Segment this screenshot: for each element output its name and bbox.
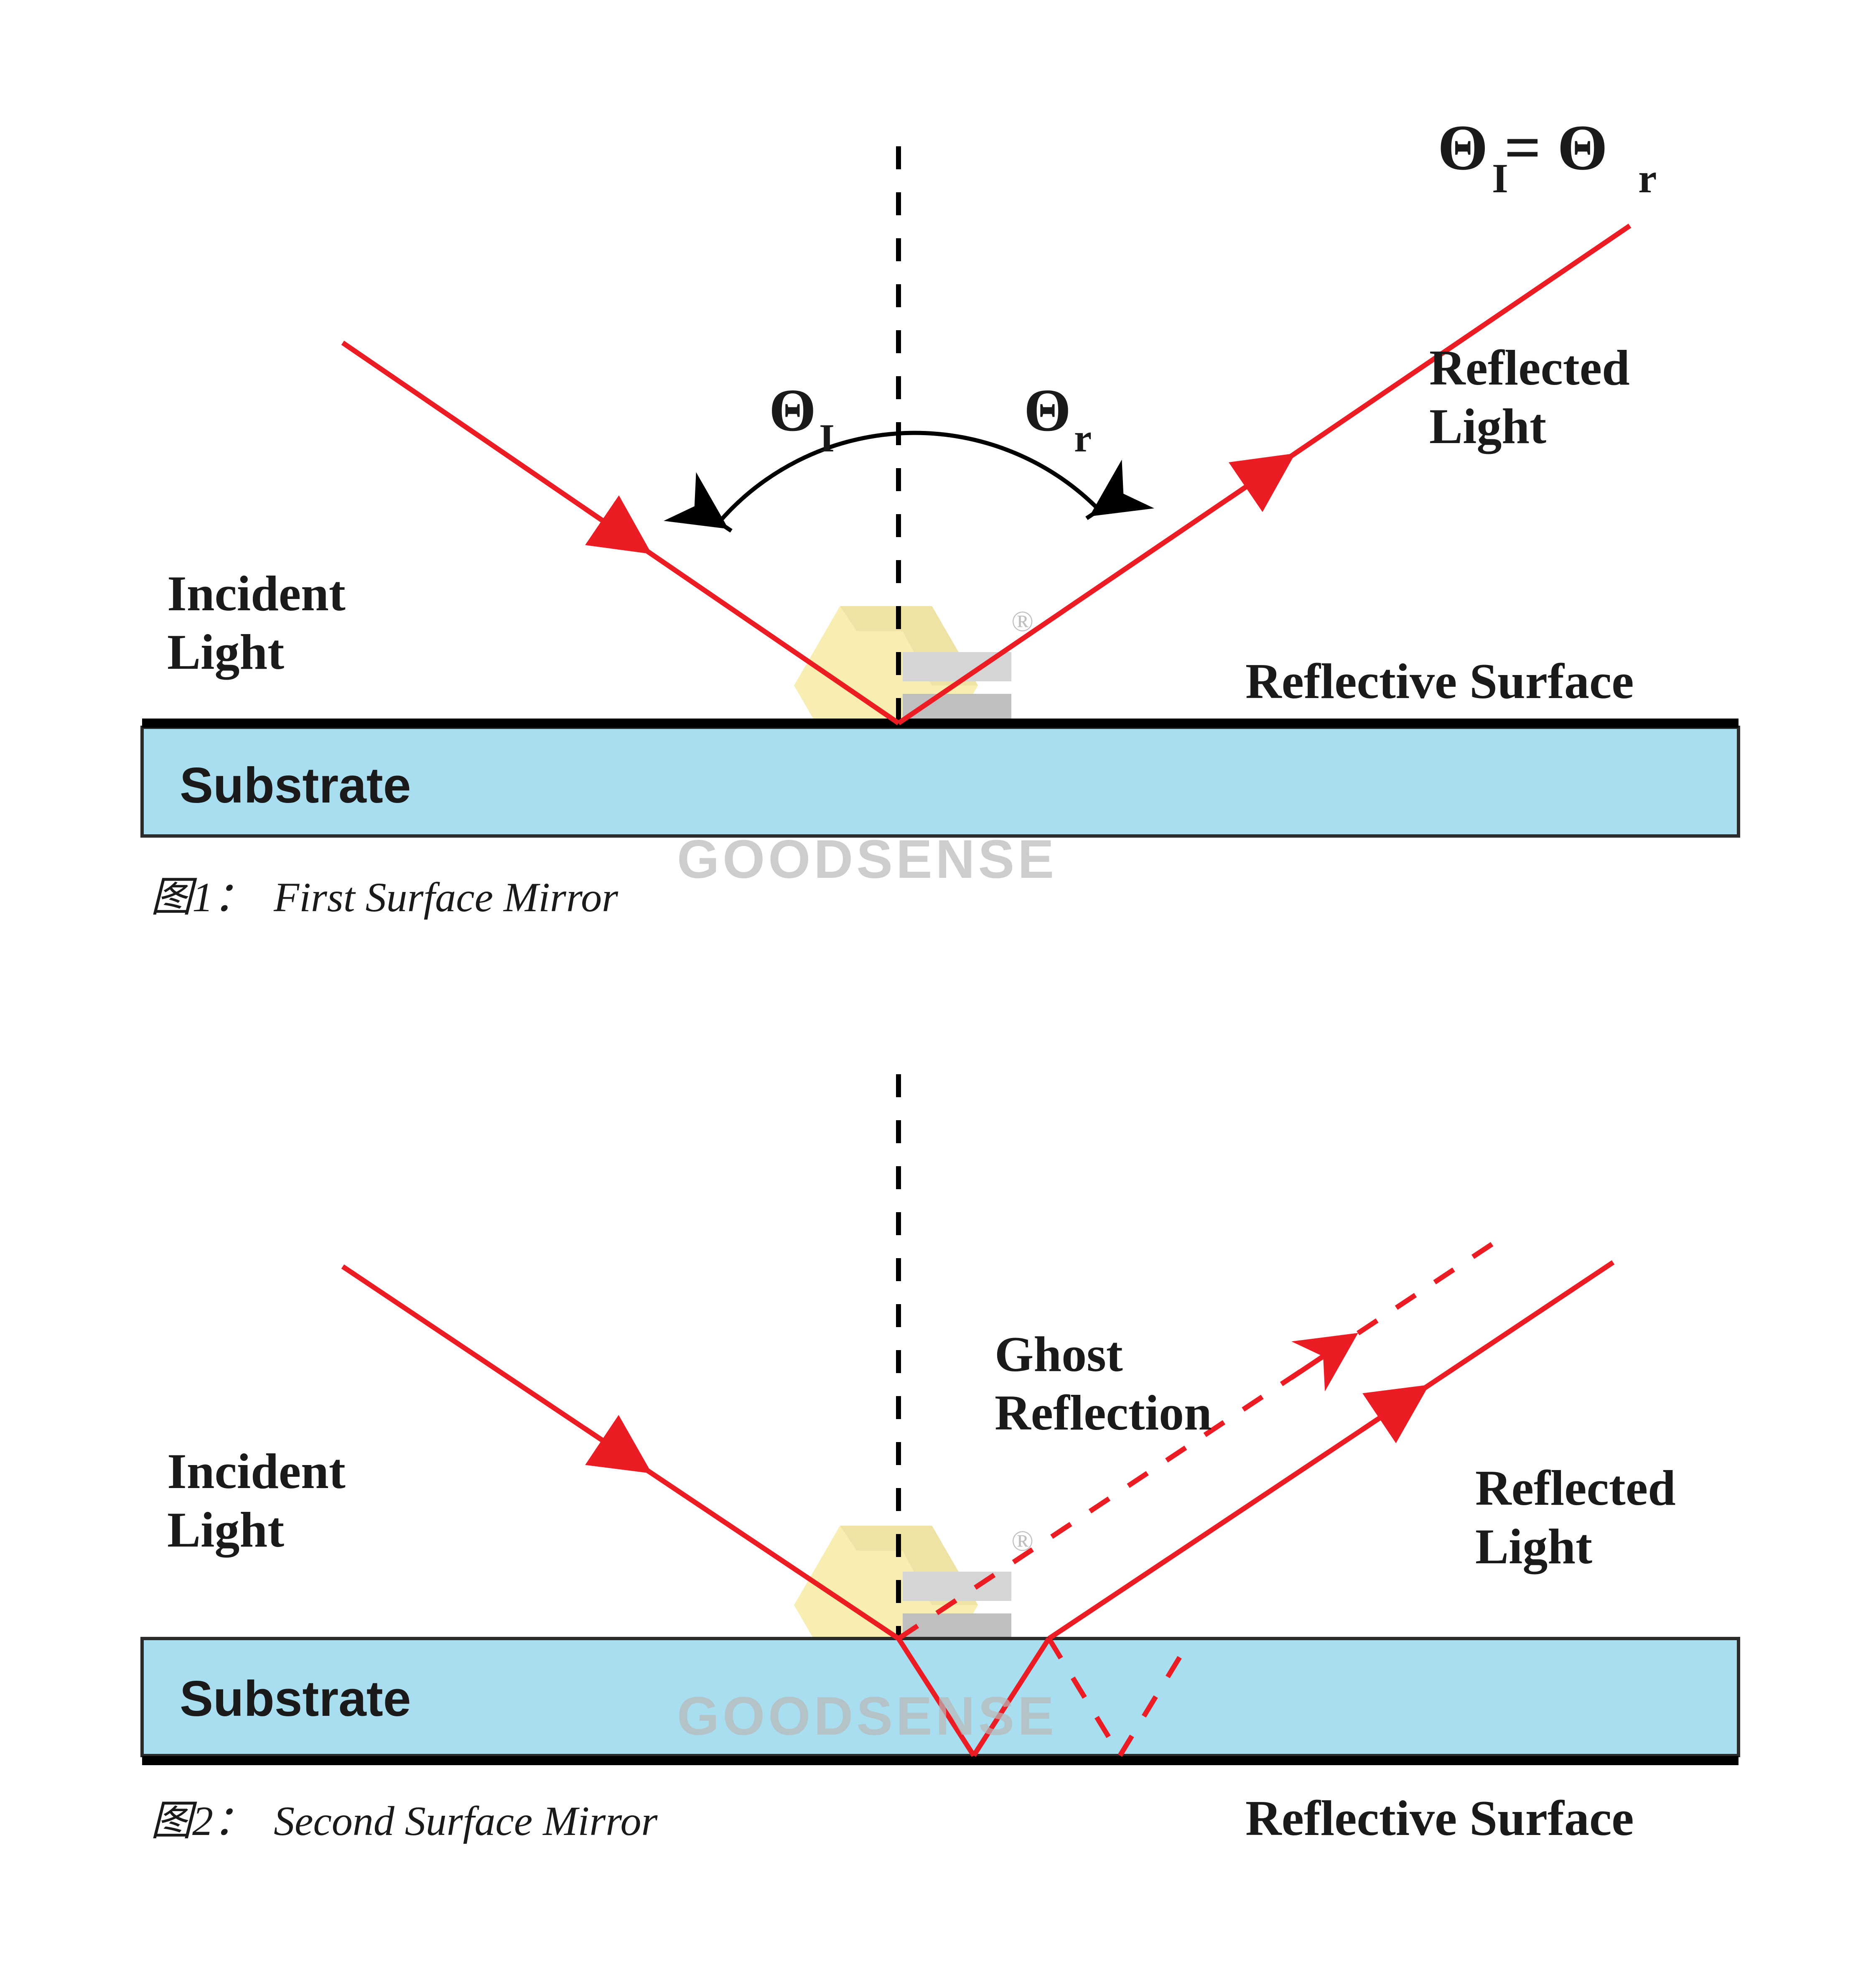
caption-1-prefix: 图1： [150, 874, 255, 920]
theta-i-symbol: Θ [769, 377, 816, 444]
theta-equation: Θ = Θ [1438, 112, 1608, 183]
substrate-label: Substrate [180, 1671, 411, 1727]
reflective-surface-label: Reflective Surface [1245, 653, 1634, 709]
ghost-label-1: Ghost [995, 1326, 1123, 1382]
substrate-label: Substrate [180, 757, 411, 813]
arc-arrow-left [719, 522, 731, 531]
reflected-label-2: Light [1475, 1519, 1592, 1575]
diagram-first-surface-mirror: ® Θ I Θ r Θ = [125, 84, 1755, 920]
reflected-ray-arrow [1362, 1402, 1404, 1430]
ghost-reflection-arrow [1291, 1350, 1333, 1378]
caption-1-title: First Surface Mirror [273, 874, 619, 920]
reflected-label-2: Light [1429, 398, 1546, 454]
reflected-ray-arrow [1229, 470, 1270, 499]
theta-eq-sub1: I [1492, 155, 1508, 201]
watermark-text: GOODSENSE [677, 828, 1057, 889]
theta-r-sub: r [1074, 416, 1092, 460]
incident-label-2: Light [167, 624, 284, 680]
caption-2-title: Second Surface Mirror [274, 1798, 658, 1844]
arc-arrow-right [1087, 510, 1099, 518]
caption-2: 图2： Second Surface Mirror [150, 1798, 658, 1844]
theta-i-sub: I [819, 416, 835, 460]
theta-eq-sub2: r [1638, 155, 1657, 201]
caption-1: 图1： First Surface Mirror [150, 874, 619, 920]
watermark-text: GOODSENSE [677, 1685, 1057, 1746]
diagram2-svg: ® Incident Li [125, 1024, 1755, 1902]
reflected-ray [1049, 1262, 1613, 1639]
page: ® Θ I Θ r Θ = [0, 0, 1876, 1975]
incident-label-2: Light [167, 1502, 284, 1558]
diagram1-svg: ® Θ I Θ r Θ = [125, 84, 1755, 920]
diagram-second-surface-mirror: ® Incident Li [125, 1024, 1755, 1902]
angle-arc [719, 433, 1099, 522]
reflective-surface-label: Reflective Surface [1245, 1790, 1634, 1846]
caption-2-prefix: 图2： [150, 1798, 255, 1844]
reflected-label-1: Reflected [1475, 1460, 1676, 1516]
incident-label-1: Incident [167, 1443, 346, 1499]
ghost-label-2: Reflection [995, 1385, 1212, 1440]
theta-r-symbol: Θ [1024, 377, 1071, 444]
incident-ray-arrow [585, 1429, 627, 1457]
reflected-label-1: Reflected [1429, 340, 1630, 395]
incident-label-1: Incident [167, 566, 346, 621]
incident-ray-arrow [585, 509, 627, 537]
